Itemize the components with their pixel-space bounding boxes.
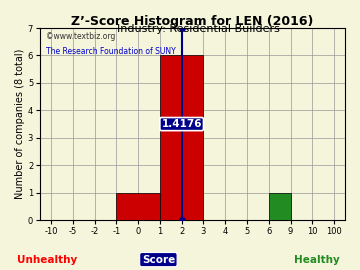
Text: The Research Foundation of SUNY: The Research Foundation of SUNY	[46, 47, 176, 56]
Bar	[160, 55, 203, 220]
Text: ©www.textbiz.org: ©www.textbiz.org	[46, 32, 116, 41]
Title: Z’-Score Histogram for LEN (2016): Z’-Score Histogram for LEN (2016)	[71, 15, 314, 28]
Y-axis label: Number of companies (8 total): Number of companies (8 total)	[15, 49, 25, 199]
Text: 1.4176: 1.4176	[161, 119, 202, 129]
Text: Industry: Residential Builders: Industry: Residential Builders	[117, 24, 279, 34]
Bar	[269, 193, 291, 220]
Text: Healthy: Healthy	[294, 255, 340, 265]
Text: Unhealthy: Unhealthy	[17, 255, 77, 265]
Text: Score: Score	[142, 255, 175, 265]
Bar	[116, 193, 160, 220]
